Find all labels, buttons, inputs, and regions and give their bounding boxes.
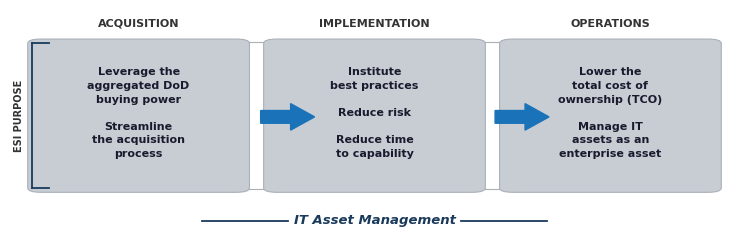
Text: Leverage the
aggregated DoD
buying power

Streamline
the acquisition
process: Leverage the aggregated DoD buying power… xyxy=(88,67,189,159)
Polygon shape xyxy=(261,104,315,130)
Polygon shape xyxy=(495,104,549,130)
FancyBboxPatch shape xyxy=(264,39,485,192)
Text: OPERATIONS: OPERATIONS xyxy=(571,19,650,29)
Text: ESI PURPOSE: ESI PURPOSE xyxy=(13,80,24,152)
FancyBboxPatch shape xyxy=(28,39,249,192)
Text: Lower the
total cost of
ownership (TCO)

Manage IT
assets as an
enterprise asset: Lower the total cost of ownership (TCO) … xyxy=(558,67,663,159)
FancyBboxPatch shape xyxy=(500,39,721,192)
Text: ACQUISITION: ACQUISITION xyxy=(98,19,179,29)
Text: Institute
best practices

Reduce risk

Reduce time
to capability: Institute best practices Reduce risk Red… xyxy=(330,67,419,159)
Text: IT Asset Management: IT Asset Management xyxy=(294,214,455,227)
Text: IMPLEMENTATION: IMPLEMENTATION xyxy=(319,19,430,29)
